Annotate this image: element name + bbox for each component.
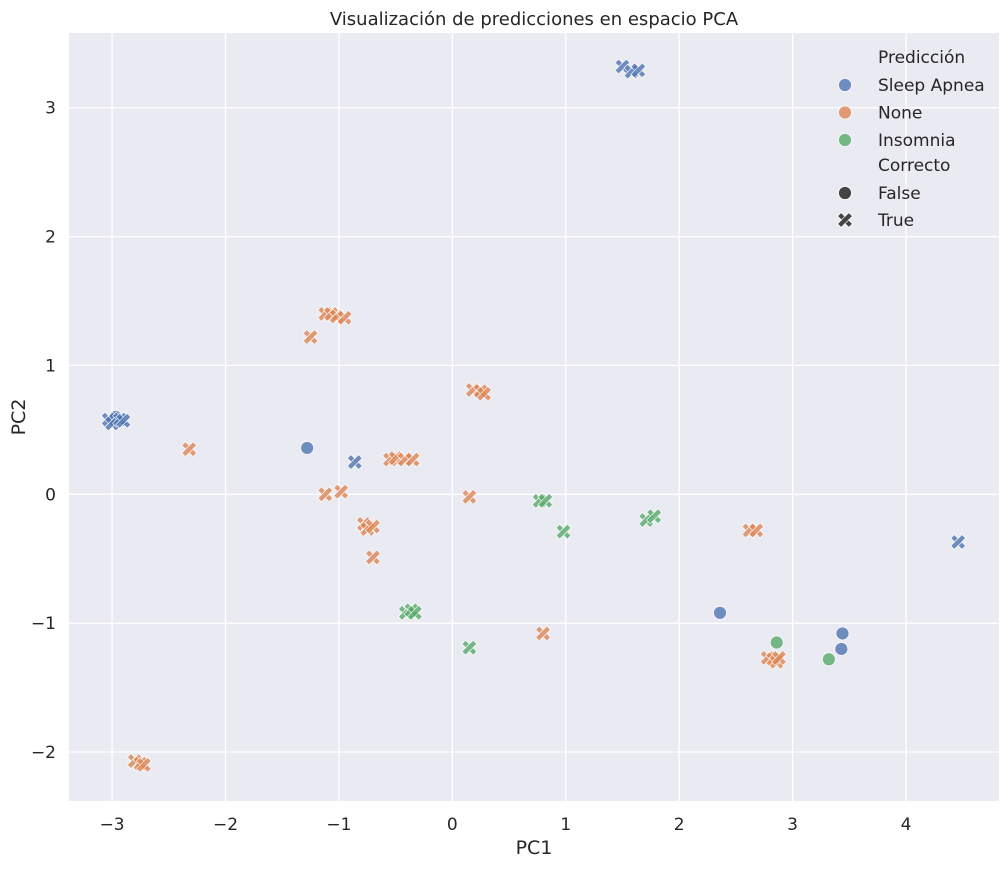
scatter-point <box>364 549 382 566</box>
scatter-point <box>364 518 382 535</box>
legend-style-marker <box>838 186 852 200</box>
legend-hue-label: Sleep Apnea <box>878 76 985 96</box>
scatter-point <box>336 309 353 326</box>
scatter-point <box>770 649 788 667</box>
scatter-point <box>834 642 849 656</box>
x-tick-label: 2 <box>674 815 685 835</box>
scatter-point <box>317 486 334 503</box>
legend-style-marker <box>836 211 854 229</box>
y-axis-label: PC2 <box>8 399 30 436</box>
y-tick-labels: −2 −1 0 1 2 3 <box>31 99 56 763</box>
scatter-point <box>646 508 663 525</box>
scatter-point <box>713 605 727 620</box>
scatter-point <box>406 604 423 621</box>
x-tick-label: −1 <box>326 815 351 835</box>
x-tick-labels: −3 −2 −1 0 1 2 3 4 <box>100 815 912 835</box>
scatter-point <box>950 533 967 551</box>
legend-hue-title: Predicción <box>878 48 965 68</box>
scatter-point <box>748 522 765 539</box>
plot-area <box>69 33 999 801</box>
scatter-point <box>333 483 350 500</box>
scatter-point <box>537 492 554 509</box>
y-tick-label: −1 <box>31 614 56 634</box>
y-tick-label: −2 <box>31 743 56 763</box>
scatter-point <box>300 441 315 455</box>
legend-hue-marker <box>838 78 852 92</box>
legend-hue-marker <box>838 133 852 147</box>
scatter-point <box>476 385 493 402</box>
scatter-point <box>346 454 363 471</box>
x-tick-label: 1 <box>560 815 571 835</box>
legend-style-label: False <box>878 184 921 204</box>
legend-style-title: Correcto <box>878 156 950 176</box>
data-points <box>100 58 967 773</box>
scatter-point <box>769 635 784 650</box>
x-tick-label: −2 <box>213 815 238 835</box>
x-tick-label: 3 <box>787 815 798 835</box>
legend-hue-marker <box>838 105 852 120</box>
scatter-point <box>630 62 647 79</box>
legend-style-label: True <box>877 211 914 231</box>
scatter-point <box>535 625 552 642</box>
x-tick-label: −3 <box>100 815 125 835</box>
legend-hue-label: Insomnia <box>878 131 956 151</box>
scatter-point <box>404 451 421 468</box>
chart-title: Visualización de predicciones en espacio… <box>330 9 739 30</box>
scatter-point <box>821 652 836 667</box>
x-axis-label: PC1 <box>516 837 553 859</box>
scatter-point <box>302 329 319 346</box>
x-tick-label: 0 <box>447 815 458 835</box>
scatter-point <box>135 756 152 773</box>
y-tick-label: 1 <box>45 356 56 376</box>
y-tick-label: 0 <box>45 485 56 505</box>
legend: Predicción Sleep Apnea None Insomnia Corre… <box>836 48 985 231</box>
legend-hue-label: None <box>878 104 922 124</box>
scatter-point <box>461 639 478 656</box>
y-tick-label: 3 <box>45 99 56 119</box>
scatter-point <box>555 523 572 540</box>
x-tick-label: 4 <box>901 815 912 835</box>
scatter-point <box>835 626 850 641</box>
scatter-point <box>461 488 478 505</box>
y-tick-label: 2 <box>45 228 56 248</box>
scatter-point <box>181 441 198 458</box>
scatter-point <box>115 412 132 429</box>
